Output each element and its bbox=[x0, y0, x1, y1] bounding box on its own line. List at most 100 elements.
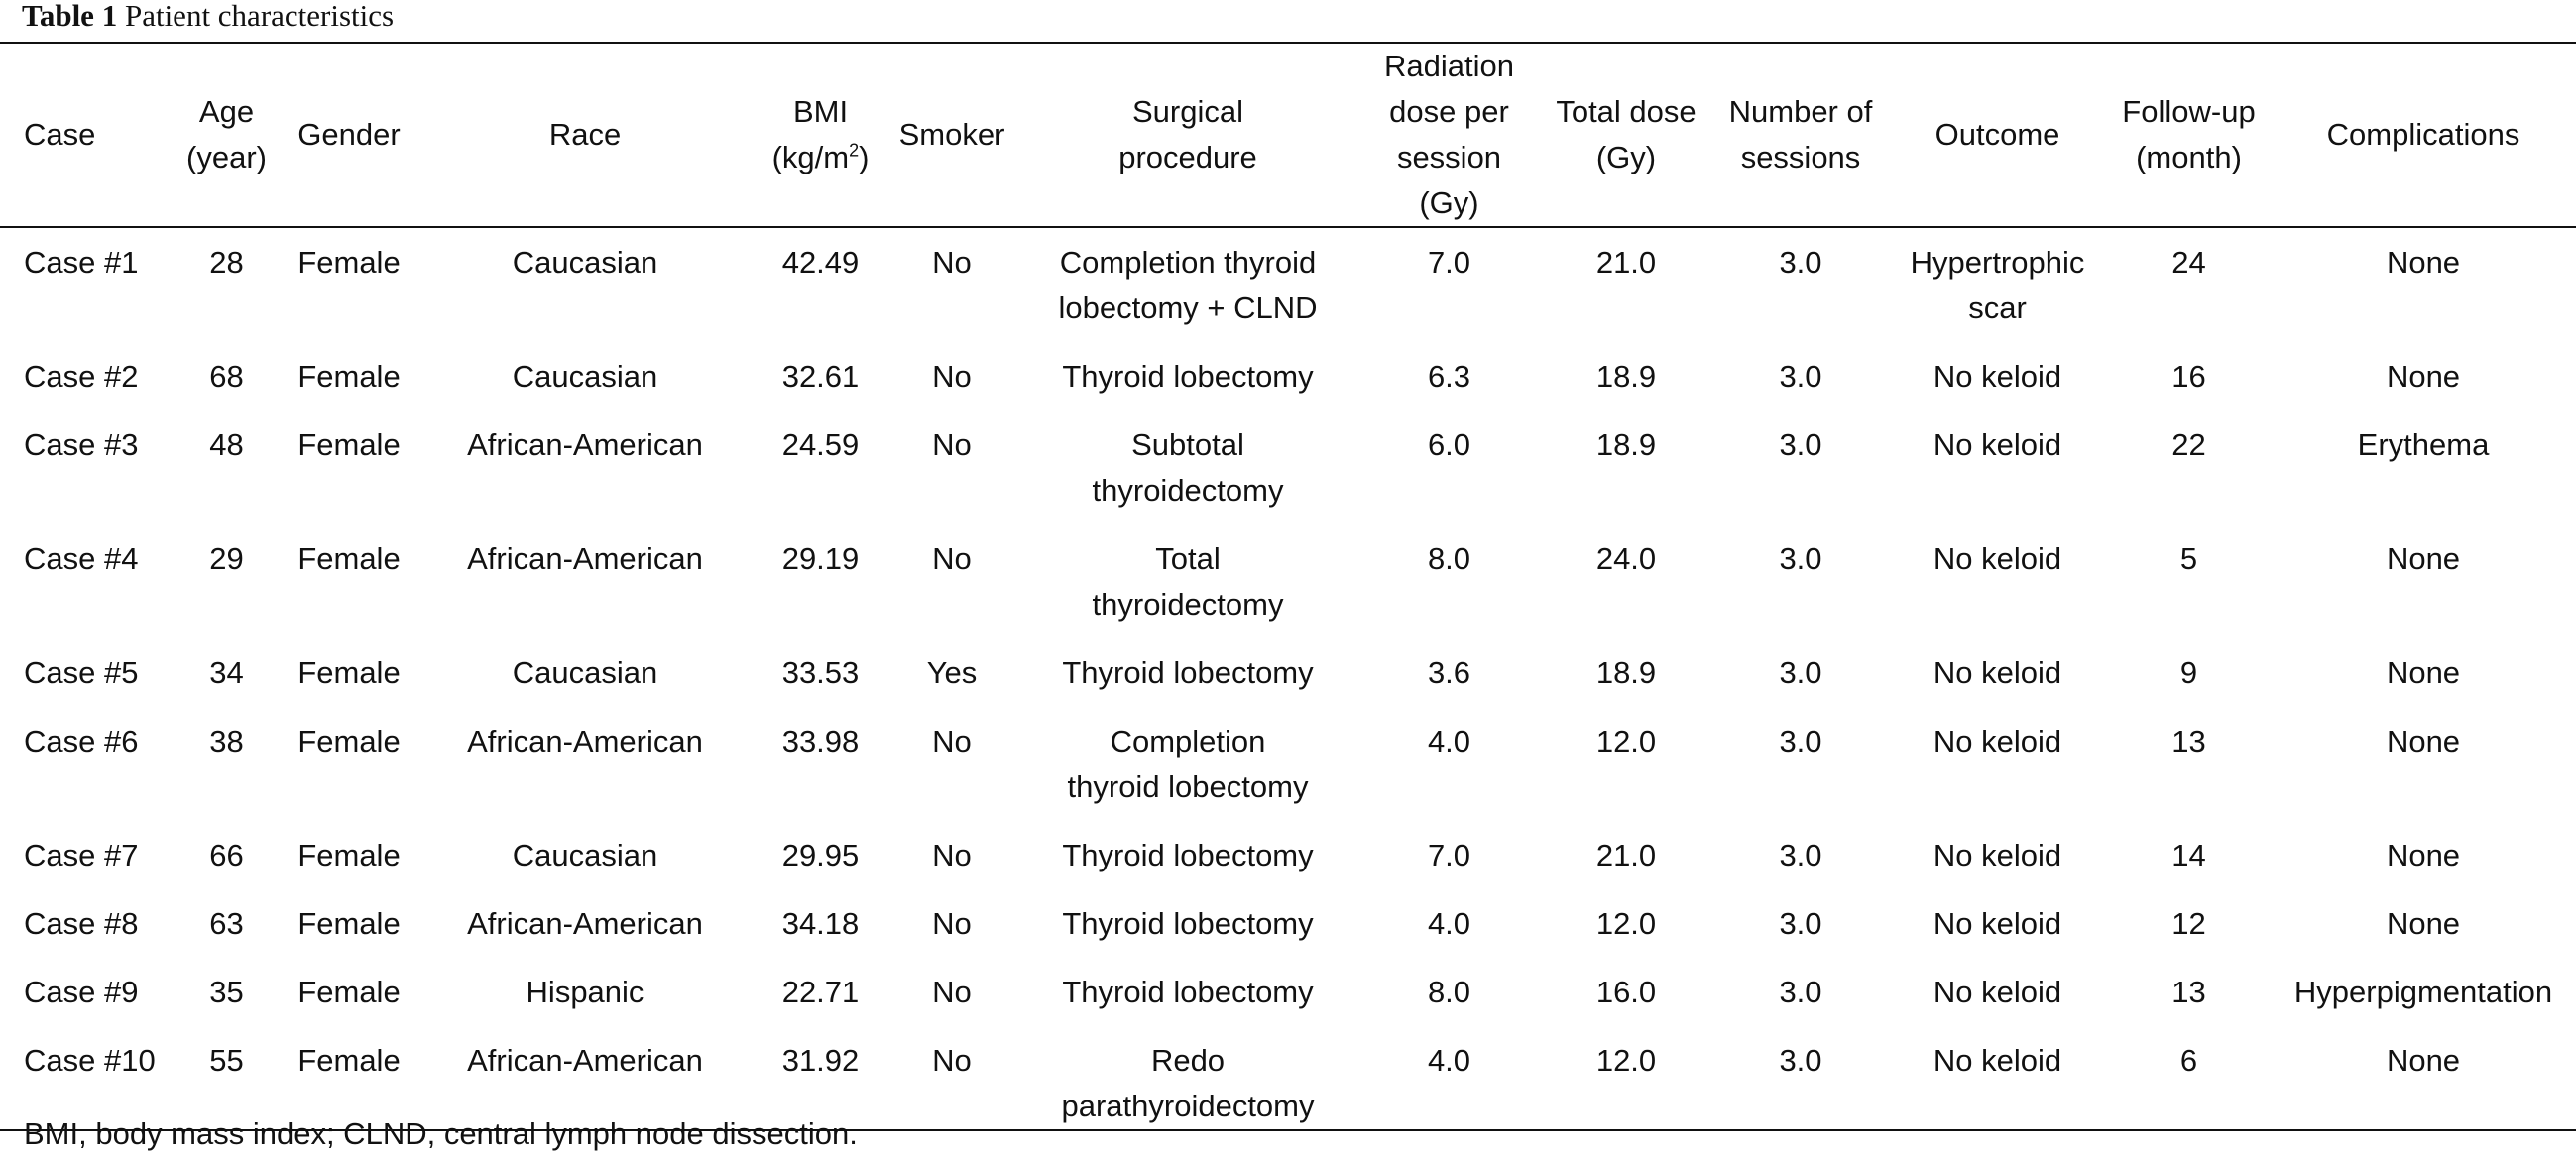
table-header-row: Case Age (year) Gender Race BMI (kg/m2) Sm… bbox=[0, 43, 2576, 227]
cell-outcome: No keloid bbox=[1932, 838, 2062, 872]
cell-race: African-American bbox=[467, 724, 703, 758]
cell-dose-per-session: 3.6 bbox=[1427, 655, 1471, 690]
cell-bmi: 33.53 bbox=[781, 655, 860, 690]
table-row: Case #7 66 Female Caucasian 29.95 No Thy… bbox=[0, 833, 2576, 901]
cell-total-dose: 21.0 bbox=[1595, 838, 1657, 872]
cell-outcome: No keloid bbox=[1932, 541, 2062, 576]
cell-case: Case #6 bbox=[24, 724, 139, 758]
cell-age: 28 bbox=[209, 245, 244, 280]
cell-sessions: 3.0 bbox=[1779, 541, 1822, 576]
table-row: Case #2 68 Female Caucasian 32.61 No Thy… bbox=[0, 354, 2576, 422]
cell-gender: Female bbox=[297, 359, 401, 394]
cell-race: African-American bbox=[467, 427, 703, 462]
cell-gender: Female bbox=[297, 655, 401, 690]
cell-age: 35 bbox=[209, 975, 244, 1009]
cell-smoker: No bbox=[932, 245, 972, 280]
cell-follow-up: 13 bbox=[2171, 975, 2206, 1009]
header-total-dose: Total dose (Gy) bbox=[1556, 94, 1697, 174]
table-row: Case #1 28 Female Caucasian 42.49 No Com… bbox=[0, 227, 2576, 354]
cell-total-dose: 18.9 bbox=[1595, 359, 1657, 394]
cell-bmi: 29.19 bbox=[781, 541, 860, 576]
cell-follow-up: 12 bbox=[2171, 906, 2206, 941]
cell-complications: None bbox=[2386, 724, 2461, 758]
cell-case: Case #9 bbox=[24, 975, 139, 1009]
cell-procedure: Redo parathyroidectomy bbox=[1061, 1043, 1315, 1123]
cell-bmi: 22.71 bbox=[781, 975, 860, 1009]
cell-total-dose: 24.0 bbox=[1595, 541, 1657, 576]
cell-sessions: 3.0 bbox=[1779, 655, 1822, 690]
cell-total-dose: 18.9 bbox=[1595, 655, 1657, 690]
header-case: Case bbox=[24, 117, 96, 152]
cell-smoker: No bbox=[932, 359, 972, 394]
header-gender: Gender bbox=[297, 117, 401, 152]
cell-case: Case #7 bbox=[24, 838, 139, 872]
header-race: Race bbox=[548, 117, 622, 152]
cell-outcome: No keloid bbox=[1932, 724, 2062, 758]
cell-gender: Female bbox=[297, 906, 401, 941]
cell-dose-per-session: 6.0 bbox=[1427, 427, 1471, 462]
cell-dose-per-session: 7.0 bbox=[1427, 838, 1471, 872]
cell-gender: Female bbox=[297, 724, 401, 758]
cell-age: 66 bbox=[209, 838, 244, 872]
cell-outcome: No keloid bbox=[1932, 975, 2062, 1009]
cell-age: 34 bbox=[209, 655, 244, 690]
cell-sessions: 3.0 bbox=[1779, 359, 1822, 394]
header-number-of-sessions: Number of sessions bbox=[1728, 94, 1873, 174]
cell-procedure: Thyroid lobectomy bbox=[1062, 655, 1314, 690]
cell-outcome: No keloid bbox=[1932, 427, 2062, 462]
table-caption-label: Table 1 bbox=[22, 0, 118, 33]
table-row: Case #5 34 Female Caucasian 33.53 Yes Th… bbox=[0, 650, 2576, 719]
cell-age: 29 bbox=[209, 541, 244, 576]
header-smoker: Smoker bbox=[898, 117, 1005, 152]
cell-follow-up: 9 bbox=[2179, 655, 2198, 690]
header-age: Age (year) bbox=[186, 94, 267, 174]
cell-gender: Female bbox=[297, 427, 401, 462]
cell-procedure: Total thyroidectomy bbox=[1092, 541, 1284, 622]
cell-case: Case #5 bbox=[24, 655, 139, 690]
cell-smoker: No bbox=[932, 838, 972, 872]
cell-age: 55 bbox=[209, 1043, 244, 1078]
cell-bmi: 42.49 bbox=[781, 245, 860, 280]
cell-race: Caucasian bbox=[512, 245, 658, 280]
table-caption-title: Patient characteristics bbox=[124, 0, 395, 33]
table-row: Case #3 48 Female African-American 24.59… bbox=[0, 422, 2576, 536]
cell-follow-up: 13 bbox=[2171, 724, 2206, 758]
cell-outcome: No keloid bbox=[1932, 906, 2062, 941]
cell-bmi: 24.59 bbox=[781, 427, 860, 462]
cell-case: Case #8 bbox=[24, 906, 139, 941]
table-row: Case #8 63 Female African-American 34.18… bbox=[0, 901, 2576, 970]
cell-complications: None bbox=[2386, 655, 2461, 690]
cell-case: Case #1 bbox=[24, 245, 139, 280]
cell-case: Case #10 bbox=[24, 1043, 156, 1078]
cell-complications: None bbox=[2386, 541, 2461, 576]
cell-dose-per-session: 7.0 bbox=[1427, 245, 1471, 280]
cell-smoker: No bbox=[932, 724, 972, 758]
cell-bmi: 29.95 bbox=[781, 838, 860, 872]
cell-age: 63 bbox=[209, 906, 244, 941]
table-row: Case #10 55 Female African-American 31.9… bbox=[0, 1038, 2576, 1130]
cell-procedure: Thyroid lobectomy bbox=[1062, 975, 1314, 1009]
cell-procedure: Subtotal thyroidectomy bbox=[1092, 427, 1284, 508]
table-caption: Table 1 Patient characteristics bbox=[22, 0, 394, 40]
cell-case: Case #2 bbox=[24, 359, 139, 394]
cell-sessions: 3.0 bbox=[1779, 245, 1822, 280]
header-surgical-procedure: Surgical procedure bbox=[1118, 94, 1257, 174]
cell-total-dose: 18.9 bbox=[1595, 427, 1657, 462]
cell-outcome: No keloid bbox=[1932, 359, 2062, 394]
cell-smoker: No bbox=[932, 427, 972, 462]
cell-bmi: 32.61 bbox=[781, 359, 860, 394]
patient-characteristics-table: Case Age (year) Gender Race BMI (kg/m2) Sm… bbox=[0, 42, 2576, 1131]
cell-smoker: No bbox=[932, 1043, 972, 1078]
cell-total-dose: 12.0 bbox=[1595, 1043, 1657, 1078]
cell-bmi: 34.18 bbox=[781, 906, 860, 941]
cell-procedure: Thyroid lobectomy bbox=[1062, 359, 1314, 394]
cell-dose-per-session: 4.0 bbox=[1427, 906, 1471, 941]
cell-gender: Female bbox=[297, 245, 401, 280]
cell-case: Case #4 bbox=[24, 541, 139, 576]
cell-outcome: No keloid bbox=[1932, 655, 2062, 690]
cell-smoker: Yes bbox=[926, 655, 978, 690]
cell-follow-up: 22 bbox=[2171, 427, 2206, 462]
table-row: Case #6 38 Female African-American 33.98… bbox=[0, 719, 2576, 833]
cell-procedure: Thyroid lobectomy bbox=[1062, 838, 1314, 872]
cell-complications: None bbox=[2386, 838, 2461, 872]
